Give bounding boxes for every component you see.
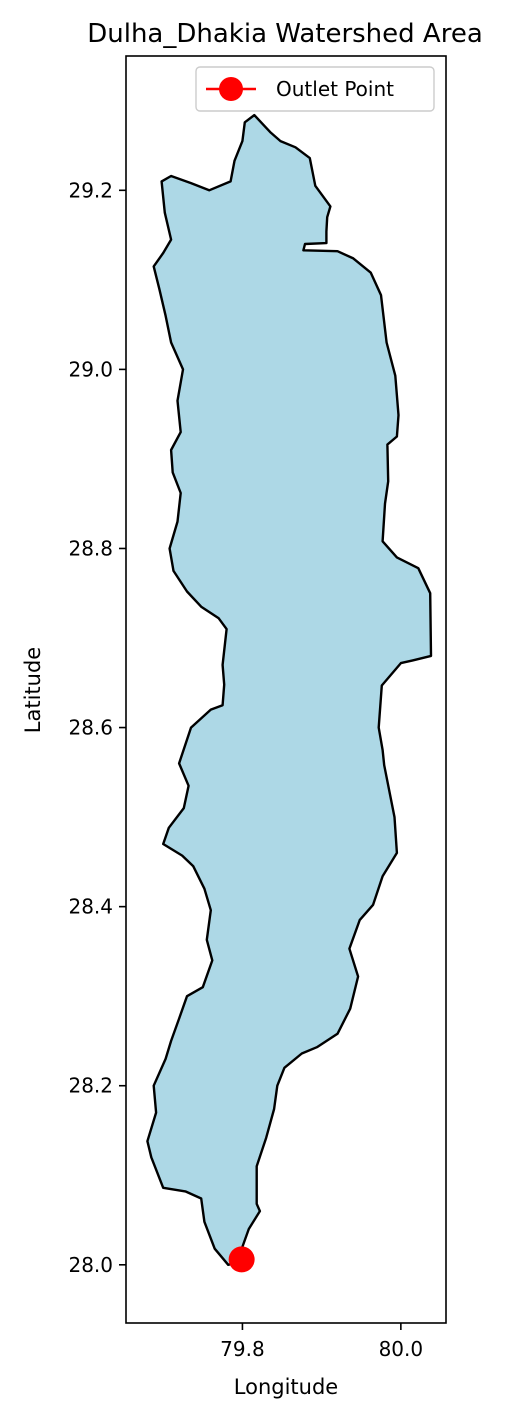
y-axis-label: Latitude [21, 647, 45, 733]
y-axis-ticks: 28.0 28.2 28.4 28.6 28.8 29.0 29.2 [68, 178, 126, 1277]
x-axis-ticks: 79.8 80.0 [220, 1323, 423, 1361]
y-tick-label: 29.0 [68, 357, 113, 381]
y-tick-label: 28.6 [68, 716, 113, 740]
x-axis-label: Longitude [234, 1375, 338, 1399]
map-title: Dulha_Dhakia Watershed Area [87, 19, 483, 49]
y-tick-label: 28.2 [68, 1074, 113, 1098]
y-tick-label: 28.4 [68, 895, 113, 919]
axes-frame [125, 55, 447, 1324]
legend-label-outlet-point: Outlet Point [276, 77, 394, 101]
y-tick-label: 29.2 [68, 178, 113, 202]
outlet-point-marker [228, 1246, 255, 1273]
legend-frame [195, 66, 435, 112]
watershed-polygon [146, 113, 433, 1266]
x-tick-label: 80.0 [379, 1337, 424, 1361]
y-tick-label: 28.8 [68, 536, 113, 560]
x-tick-label: 79.8 [220, 1337, 265, 1361]
plot-area [146, 113, 433, 1273]
legend: Outlet Point [195, 66, 435, 112]
y-tick-label: 28.0 [68, 1253, 113, 1277]
legend-marker-swatch [219, 77, 243, 101]
